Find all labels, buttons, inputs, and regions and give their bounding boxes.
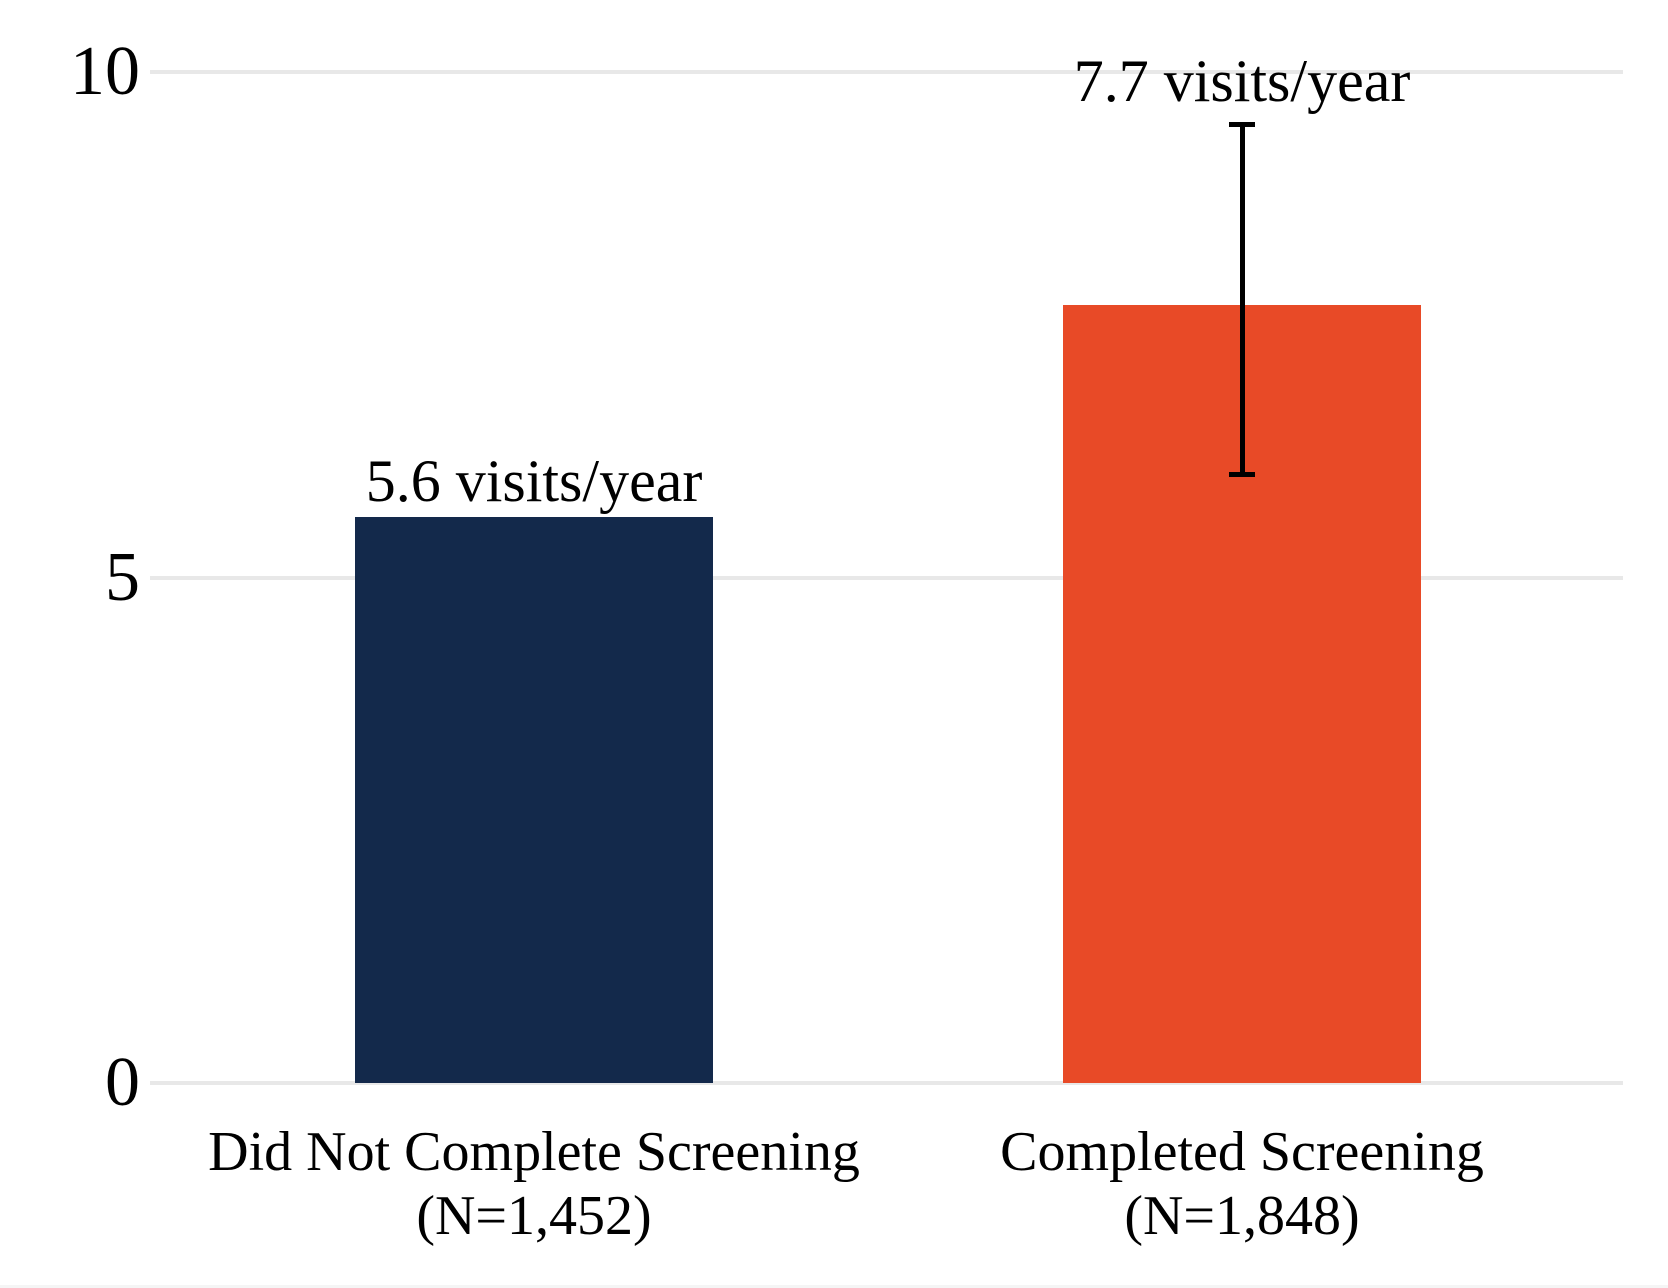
category-label-line1: Completed Screening	[1000, 1121, 1484, 1183]
gridline-y10	[150, 70, 1623, 74]
x-axis-category-label-did-not-complete: Did Not Complete Screening (N=1,452)	[208, 1120, 860, 1248]
bar-value-label-completed: 7.7 visits/year	[1073, 47, 1411, 114]
error-bar-line	[1239, 122, 1245, 477]
error-bar-cap-top	[1229, 121, 1255, 127]
x-axis-category-label-completed: Completed Screening (N=1,848)	[1000, 1120, 1484, 1248]
figure-bottom-edge	[0, 1285, 1668, 1288]
y-axis-tick-label-0: 0	[105, 1044, 140, 1121]
bar-did-not-complete-screening	[355, 516, 713, 1083]
gridline-y0	[150, 1081, 1623, 1085]
bar-value-label-did-not-complete: 5.6 visits/year	[365, 447, 703, 514]
gridline-y5	[150, 575, 1623, 580]
category-label-line1: Did Not Complete Screening	[208, 1121, 860, 1183]
category-label-line2: (N=1,452)	[416, 1185, 652, 1247]
y-axis-tick-label-10: 10	[70, 33, 140, 110]
category-label-line2: (N=1,848)	[1124, 1185, 1360, 1247]
y-axis-tick-label-5: 5	[105, 538, 140, 616]
error-bar-cap-bottom	[1229, 472, 1255, 478]
